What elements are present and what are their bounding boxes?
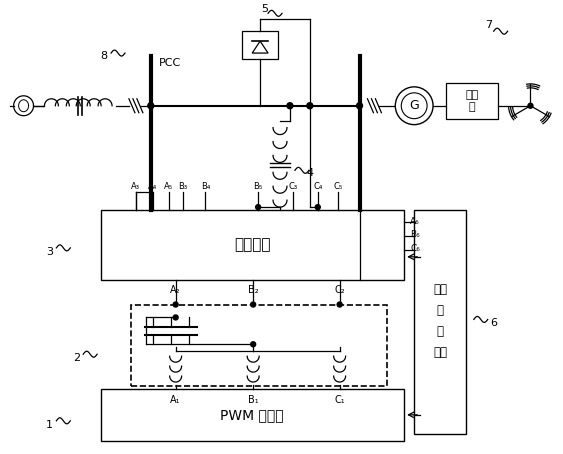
Text: 8: 8	[101, 51, 108, 61]
Bar	[131, 305, 387, 386]
Circle shape	[395, 87, 433, 125]
Text: 切换装置: 切换装置	[234, 237, 270, 252]
Text: B₃: B₃	[178, 182, 187, 191]
Bar	[446, 83, 498, 118]
Text: A₂: A₂	[171, 285, 181, 295]
Circle shape	[307, 103, 312, 108]
Text: B₄: B₄	[201, 182, 210, 191]
Text: B₂: B₂	[248, 285, 258, 295]
Circle shape	[528, 103, 533, 108]
Circle shape	[173, 302, 178, 307]
Text: PWM 变换器: PWM 变换器	[220, 408, 284, 422]
Text: B₁: B₁	[248, 395, 258, 405]
Text: 5: 5	[262, 5, 269, 15]
Bar	[414, 210, 466, 434]
Circle shape	[315, 205, 320, 210]
Text: B₆: B₆	[410, 231, 420, 239]
Circle shape	[337, 302, 342, 307]
Text: A₅: A₅	[164, 182, 173, 191]
Text: 1: 1	[46, 420, 53, 430]
Bar	[242, 31, 278, 59]
Text: A₁: A₁	[171, 395, 181, 405]
Text: 7: 7	[485, 20, 492, 30]
Text: 6: 6	[490, 318, 497, 328]
Text: B₅: B₅	[253, 182, 263, 191]
Circle shape	[356, 103, 363, 109]
Bar	[101, 389, 404, 441]
Text: C₆: C₆	[410, 244, 420, 253]
Text: 2: 2	[73, 353, 80, 363]
Text: C₂: C₂	[334, 285, 345, 295]
Circle shape	[287, 103, 293, 109]
Circle shape	[307, 103, 313, 109]
Circle shape	[256, 205, 261, 210]
Bar	[101, 210, 404, 280]
Circle shape	[148, 103, 154, 109]
Text: A₆: A₆	[410, 217, 420, 226]
Text: C₄: C₄	[313, 182, 323, 191]
Circle shape	[401, 93, 427, 118]
Text: G: G	[409, 99, 419, 112]
Text: 变速
筱: 变速 筱	[465, 90, 479, 112]
Text: C₃: C₃	[288, 182, 297, 191]
Text: PCC: PCC	[159, 58, 181, 68]
Text: 4: 4	[306, 168, 314, 178]
Text: A₃: A₃	[131, 182, 140, 191]
Text: 3: 3	[46, 247, 53, 257]
Circle shape	[288, 103, 292, 108]
Circle shape	[251, 302, 256, 307]
Text: C₁: C₁	[334, 395, 345, 405]
Text: A₄: A₄	[148, 182, 158, 191]
Text: C₅: C₅	[333, 182, 342, 191]
Circle shape	[251, 342, 256, 347]
Circle shape	[173, 315, 178, 320]
Text: 脉冲
控
制
单元: 脉冲 控 制 单元	[433, 283, 447, 360]
